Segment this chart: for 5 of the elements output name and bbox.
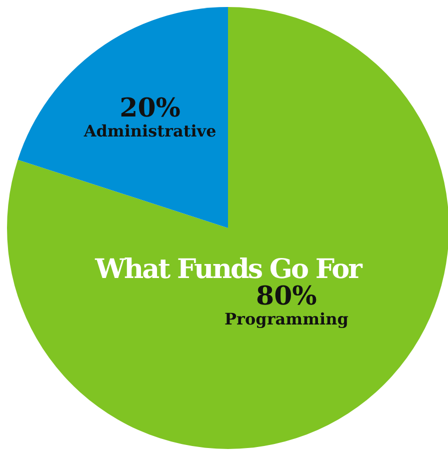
- pie-slice: [7, 7, 448, 449]
- pie-slice: [18, 7, 228, 228]
- slice-label: Administrative: [82, 122, 216, 141]
- data-label: 20%: [120, 94, 181, 124]
- slice-label: Programming: [224, 309, 348, 328]
